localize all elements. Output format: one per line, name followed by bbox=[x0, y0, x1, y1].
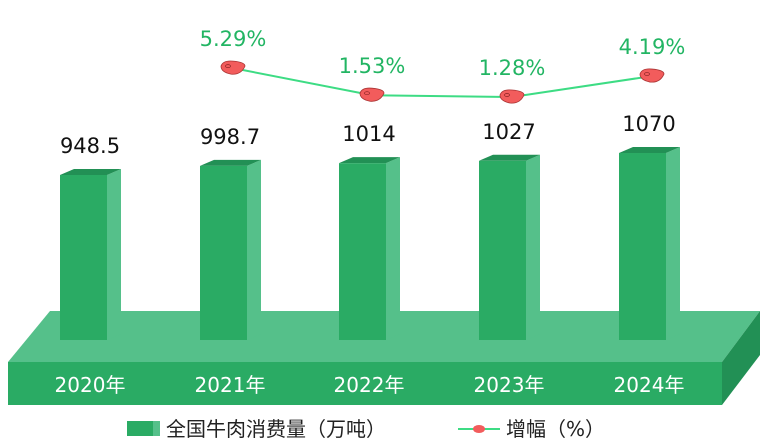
growth-value-label: 1.53% bbox=[339, 54, 406, 78]
growth-value-label: 4.19% bbox=[619, 35, 686, 59]
x-tick-label: 2021年 bbox=[195, 373, 266, 397]
bar-value-label: 1027 bbox=[482, 120, 535, 144]
bar-value-label: 948.5 bbox=[60, 134, 120, 158]
bar-2022年 bbox=[339, 157, 400, 340]
growth-line bbox=[232, 67, 653, 99]
growth-value-label: 1.28% bbox=[479, 56, 546, 80]
bar-2020年 bbox=[60, 169, 121, 340]
bar-2023年 bbox=[479, 154, 540, 340]
x-tick-label: 2023年 bbox=[474, 373, 545, 397]
x-tick-label: 2024年 bbox=[614, 373, 685, 397]
bar-2021年 bbox=[200, 159, 261, 340]
x-tick-label: 2022年 bbox=[334, 373, 405, 397]
growth-value-label: 5.29% bbox=[200, 27, 267, 51]
legend-line-marker bbox=[473, 425, 485, 433]
growth-marker-icon bbox=[359, 87, 385, 102]
bar-2024年 bbox=[619, 147, 680, 340]
legend-bar-label: 全国牛肉消费量（万吨） bbox=[166, 417, 386, 441]
bar-value-label: 998.7 bbox=[200, 125, 260, 149]
bar-value-label: 1070 bbox=[622, 112, 675, 136]
growth-marker-icon bbox=[499, 89, 525, 104]
legend: 全国牛肉消费量（万吨） 增幅（%） bbox=[127, 417, 605, 441]
x-tick-label: 2020年 bbox=[55, 373, 126, 397]
growth-marker-icon bbox=[220, 60, 246, 75]
bar-value-label: 1014 bbox=[342, 122, 395, 146]
growth-marker-icon bbox=[639, 68, 665, 83]
legend-bar-swatch bbox=[127, 421, 153, 436]
legend-line-label: 增幅（%） bbox=[506, 417, 605, 441]
